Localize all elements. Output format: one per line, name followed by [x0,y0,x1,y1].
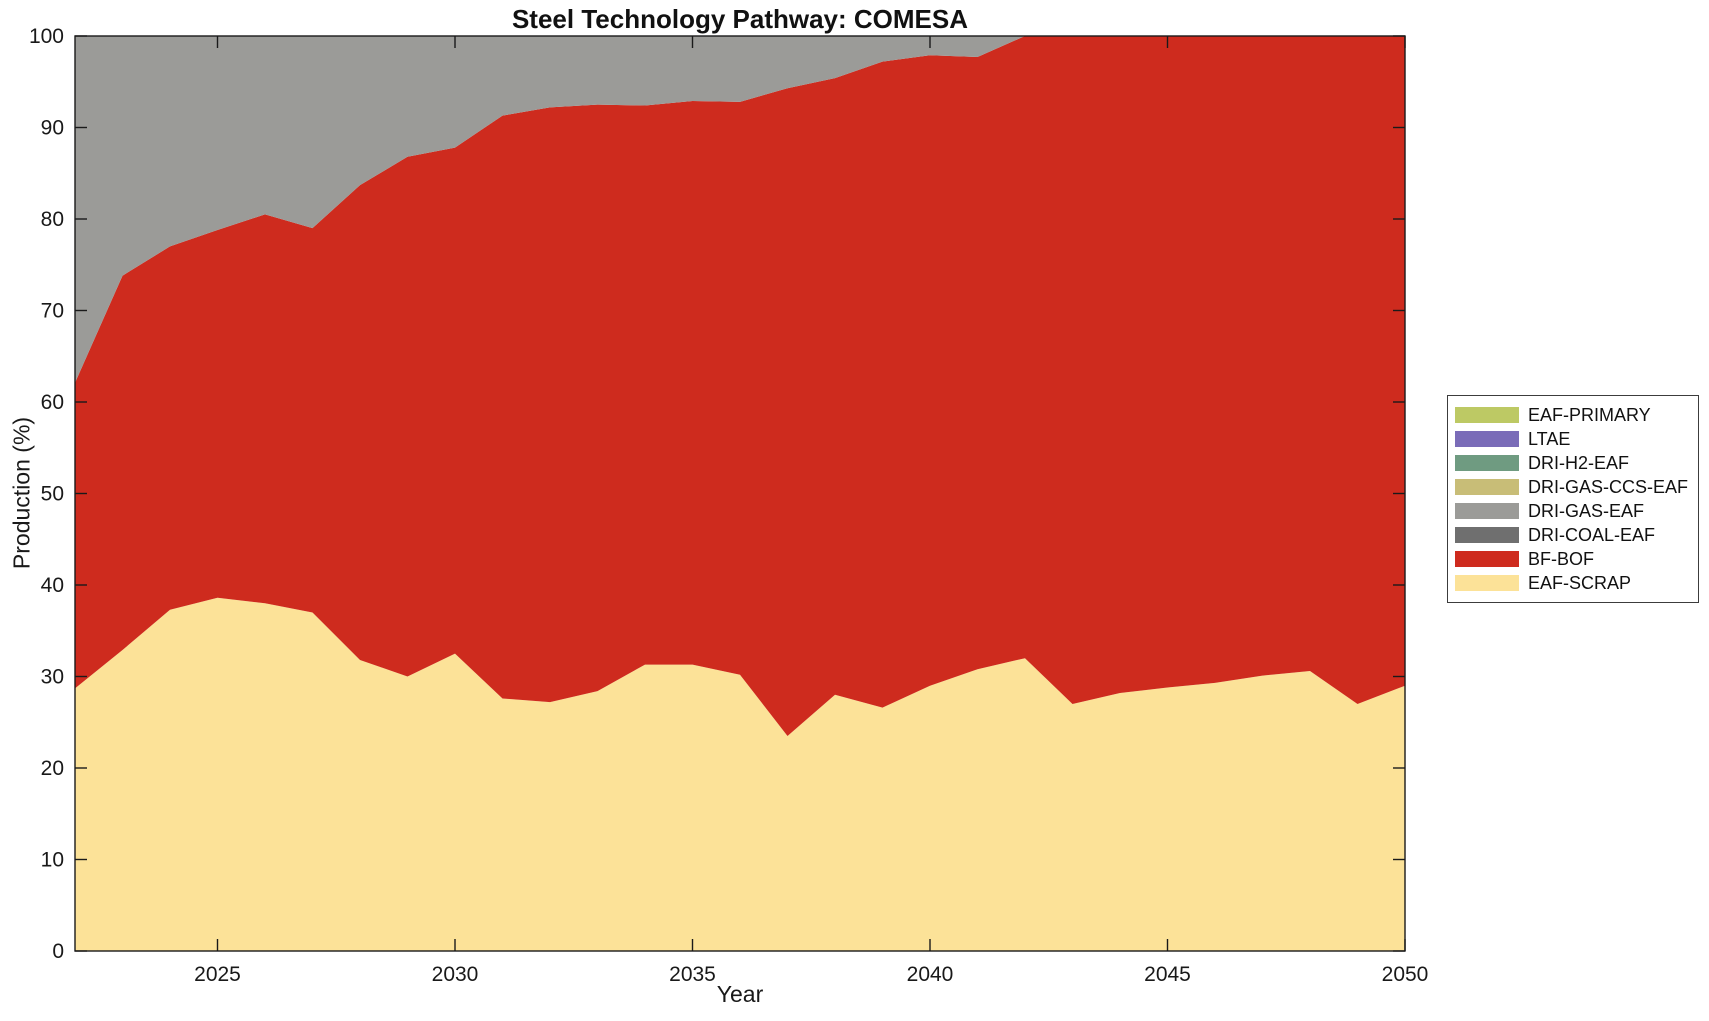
legend-item-dri-gas-eaf: DRI-GAS-EAF [1455,499,1692,523]
area-bf-bof [75,36,1405,736]
legend-item-eaf-primary: EAF-PRIMARY [1455,403,1692,427]
legend-swatch [1455,575,1519,591]
legend-swatch [1455,551,1519,567]
x-tick-label: 2045 [1144,963,1191,986]
legend-label: EAF-SCRAP [1528,572,1632,593]
y-tick-label: 0 [52,940,64,963]
y-tick-label: 100 [29,25,64,48]
x-tick-label: 2035 [669,963,716,986]
y-axis-label: Production (%) [8,416,35,570]
legend-item-dri-coal-eaf: DRI-COAL-EAF [1455,523,1692,547]
legend: EAF-PRIMARY LTAE DRI-H2-EAF DRI-GAS-CCS-EAF… [1447,395,1699,603]
legend-label: BF-BOF [1528,548,1594,569]
x-tick-label: 2040 [907,963,954,986]
legend-swatch [1455,527,1519,543]
legend-label: DRI-GAS-EAF [1528,500,1645,521]
legend-label: DRI-H2-EAF [1528,452,1630,473]
legend-swatch [1455,407,1519,423]
y-tick-label: 70 [41,300,64,323]
chart-title: Steel Technology Pathway: COMESA [511,4,969,34]
legend-label: DRI-GAS-CCS-EAF [1528,476,1689,497]
legend-swatch [1455,431,1519,447]
x-tick-label: 2050 [1382,963,1429,986]
legend-label: LTAE [1528,428,1571,449]
y-tick-label: 60 [41,391,64,414]
y-tick-label: 10 [41,849,64,872]
y-tick-label: 80 [41,208,64,231]
legend-item-ltae: LTAE [1455,427,1692,451]
y-tick-label: 90 [41,117,64,140]
x-axis-label: Year [716,981,764,1007]
y-tick-label: 50 [41,483,64,506]
y-tick-label: 40 [41,574,64,597]
legend-item-eaf-scrap: EAF-SCRAP [1455,571,1692,595]
legend-swatch [1455,503,1519,519]
legend-item-bf-bof: BF-BOF [1455,547,1692,571]
legend-item-dri-h2-eaf: DRI-H2-EAF [1455,451,1692,475]
x-tick-label: 2030 [432,963,479,986]
area-eaf-scrap [75,597,1405,951]
y-tick-label: 20 [41,757,64,780]
legend-swatch [1455,479,1519,495]
legend-item-dri-gas-ccs-eaf: DRI-GAS-CCS-EAF [1455,475,1692,499]
legend-label: DRI-COAL-EAF [1528,524,1656,545]
x-tick-label: 2025 [194,963,241,986]
y-tick-label: 30 [41,666,64,689]
legend-swatch [1455,455,1519,471]
legend-label: EAF-PRIMARY [1528,404,1651,425]
area-dri-gas-eaf [75,36,1405,383]
